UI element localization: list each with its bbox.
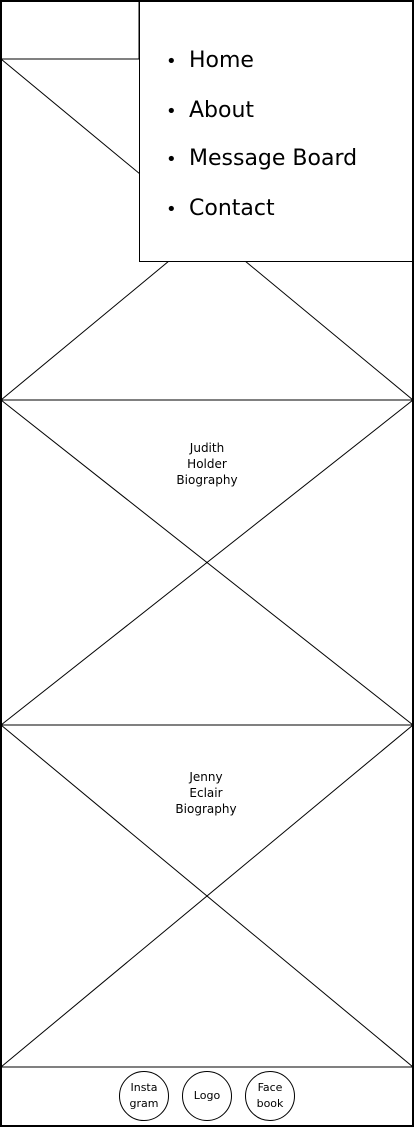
nav-item-label: Contact bbox=[189, 196, 275, 221]
nav-item-label: Message Board bbox=[189, 146, 358, 171]
bullet-icon: • bbox=[166, 149, 177, 170]
bullet-icon: • bbox=[166, 101, 177, 122]
judith-holder-biography-label[interactable]: Judith Holder Biography bbox=[176, 441, 238, 487]
bullet-icon: • bbox=[166, 51, 177, 72]
logo-button[interactable]: Logo bbox=[182, 1071, 232, 1121]
nav-item-contact[interactable]: • Contact bbox=[166, 195, 275, 224]
nav-item-label: Home bbox=[189, 48, 254, 73]
header-logo-box bbox=[0, 0, 140, 60]
nav-item-message-board[interactable]: • Message Board bbox=[166, 145, 357, 174]
bio-image-placeholder-1 bbox=[0, 399, 414, 726]
instagram-button[interactable]: Insta gram bbox=[119, 1071, 169, 1121]
bullet-icon: • bbox=[166, 199, 177, 220]
nav-item-home[interactable]: • Home bbox=[166, 47, 254, 76]
nav-menu: • Home • About • Message Board • Contact bbox=[139, 1, 413, 262]
nav-item-about[interactable]: • About bbox=[166, 97, 254, 126]
bio-image-placeholder-2 bbox=[0, 724, 414, 1068]
jenny-eclair-biography-label[interactable]: Jenny Eclair Biography bbox=[175, 770, 237, 816]
facebook-button[interactable]: Face book bbox=[245, 1071, 295, 1121]
nav-item-label: About bbox=[189, 98, 255, 123]
